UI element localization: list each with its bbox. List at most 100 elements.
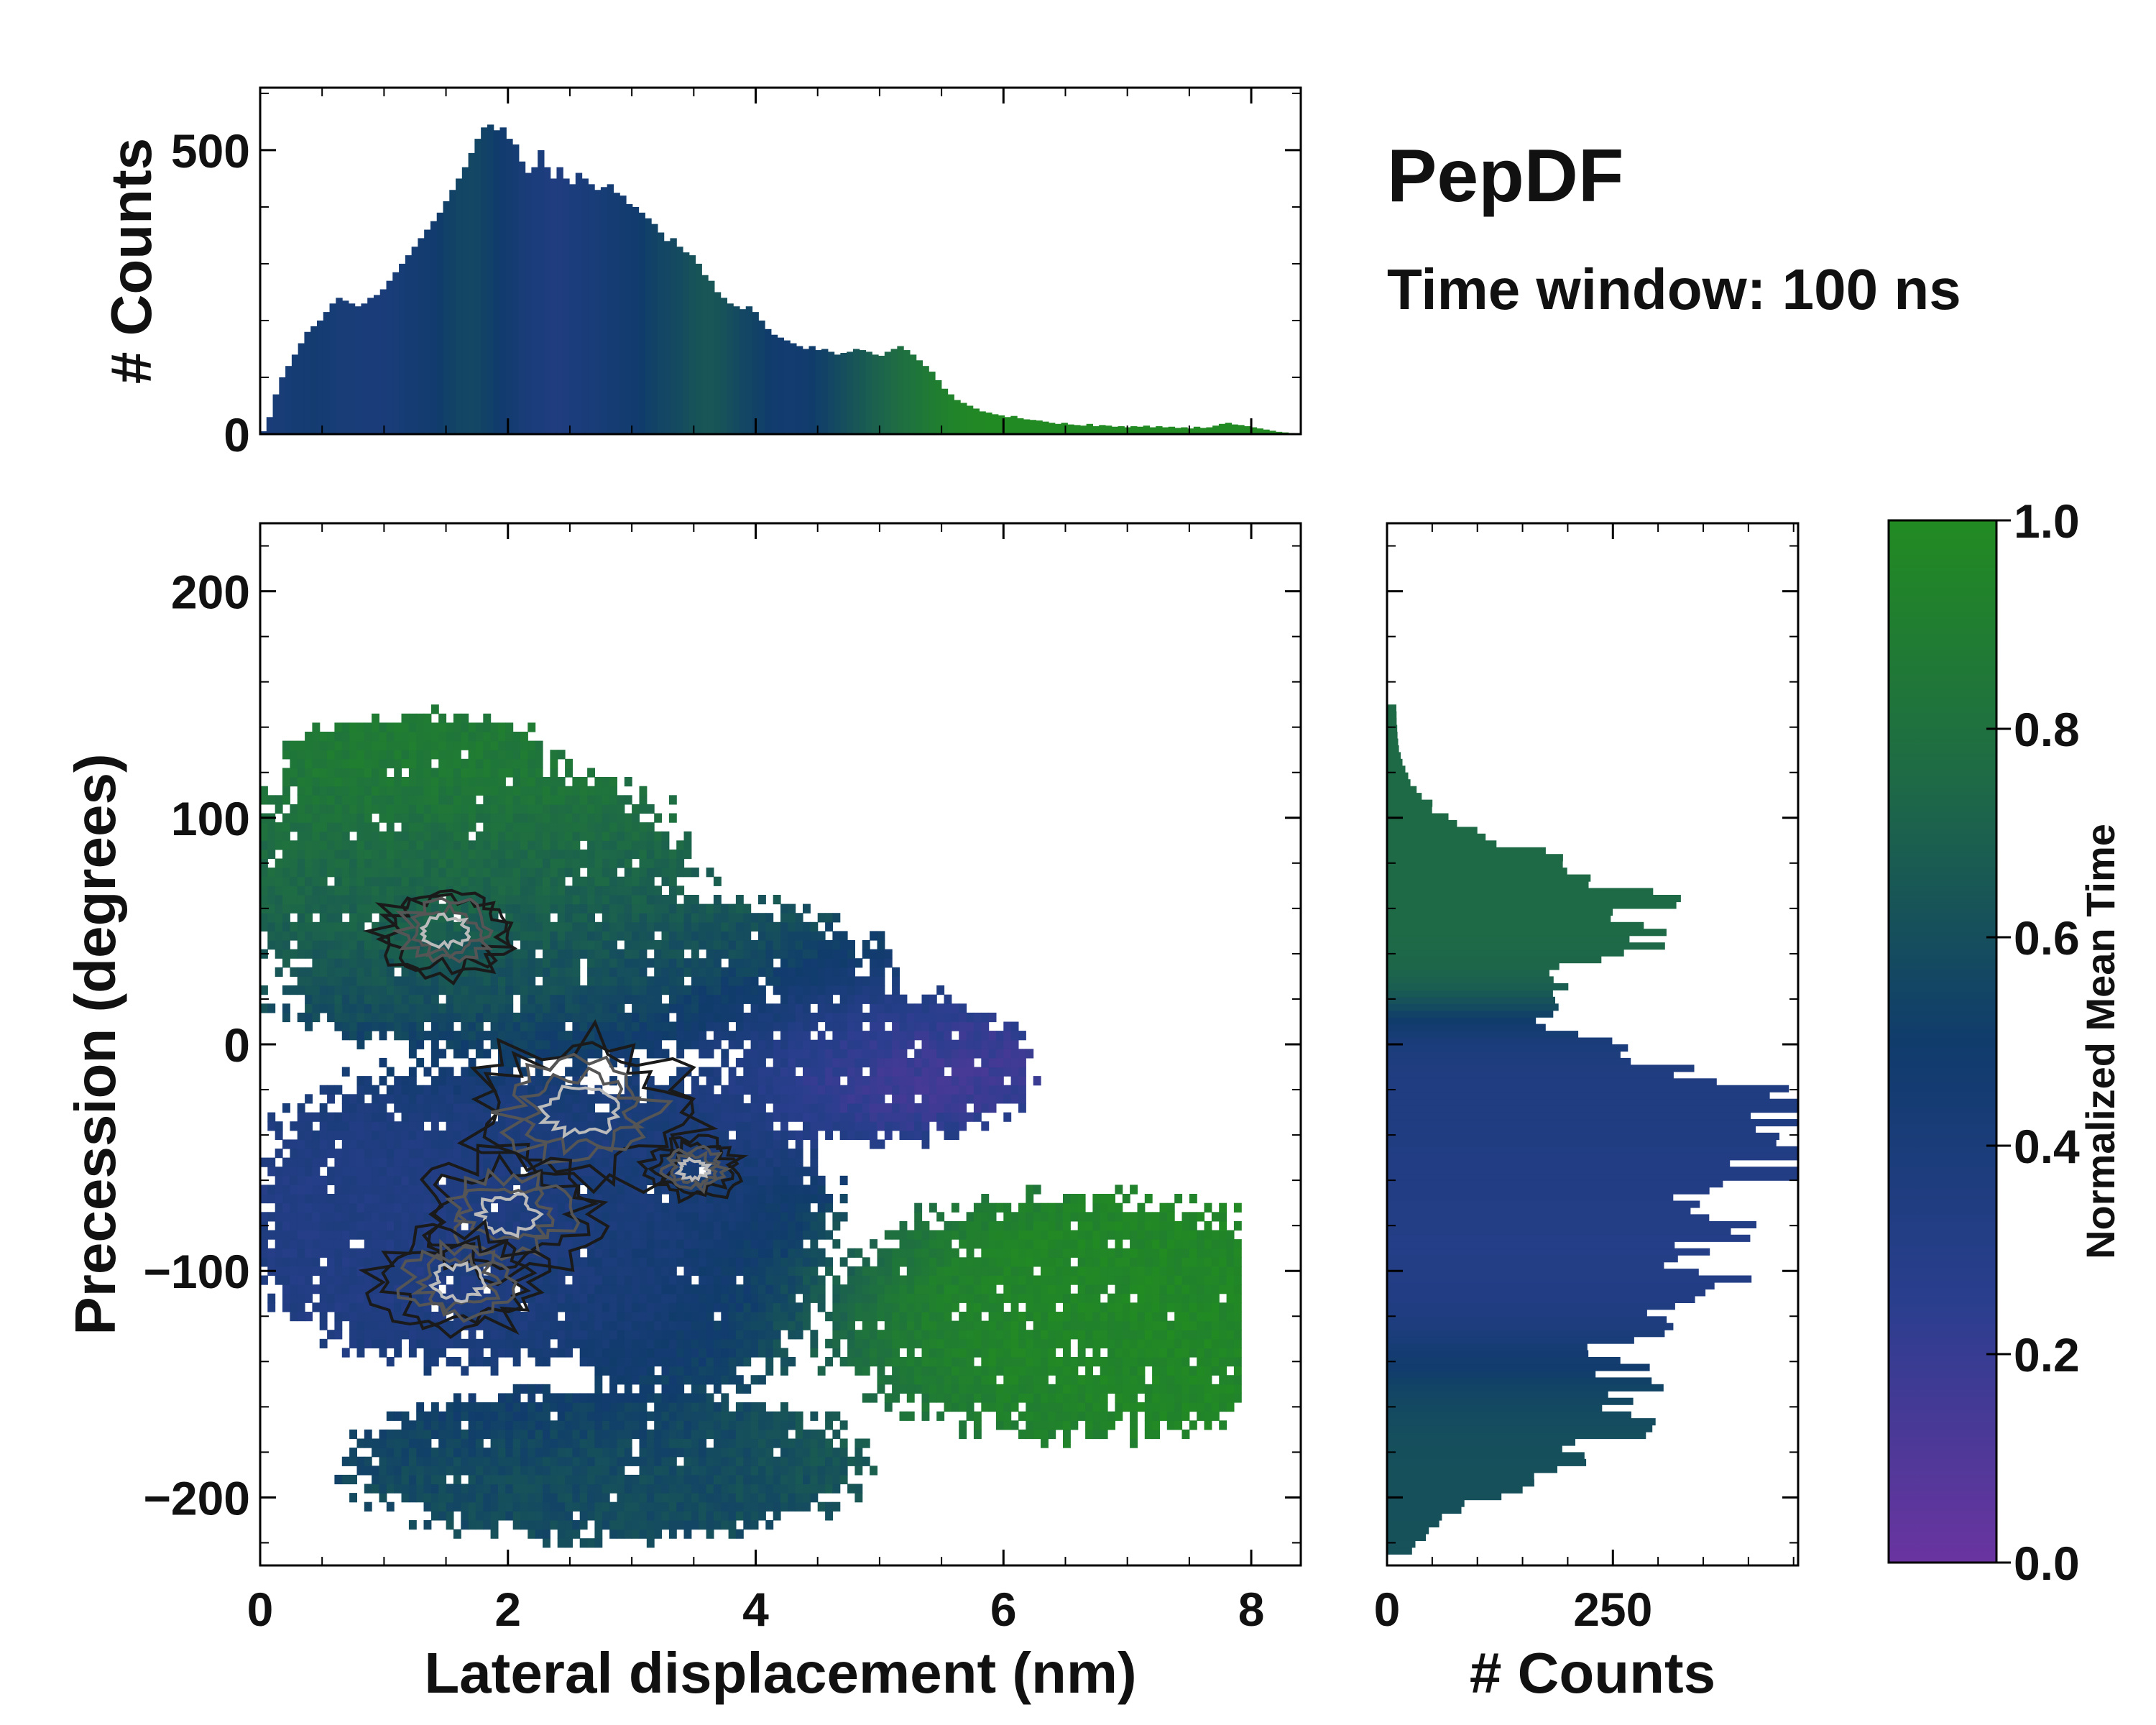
figure-title: PepDF	[1387, 134, 1623, 218]
heatmap-cell	[579, 1466, 588, 1476]
heatmap-cell	[557, 1411, 566, 1421]
heatmap-cell	[490, 1529, 499, 1539]
heatmap-cell	[334, 931, 343, 941]
heatmap-cell	[587, 1012, 595, 1023]
heatmap-cell	[691, 868, 699, 878]
heatmap-cell	[468, 1076, 476, 1086]
heatmap-cell	[543, 1474, 550, 1485]
heatmap-cell	[505, 1466, 514, 1476]
heatmap-cell	[372, 994, 379, 1004]
top-histogram-bar	[1054, 423, 1062, 434]
heatmap-cell	[446, 1511, 454, 1521]
heatmap-cell	[423, 1338, 432, 1348]
heatmap-cell	[512, 786, 521, 796]
heatmap-cell	[668, 921, 677, 932]
heatmap-cell	[416, 1039, 425, 1049]
heatmap-cell	[408, 1266, 417, 1276]
heatmap-cell	[654, 1375, 663, 1385]
heatmap-cell	[617, 976, 625, 986]
heatmap-cell	[572, 1411, 581, 1421]
heatmap-cell	[743, 1175, 752, 1185]
heatmap-cell	[706, 1330, 714, 1340]
heatmap-cell	[423, 1175, 432, 1185]
heatmap-cell	[394, 868, 402, 878]
heatmap-cell	[721, 1511, 729, 1521]
heatmap-cell	[312, 1248, 321, 1258]
heatmap-cell	[632, 1411, 640, 1421]
heatmap-cell	[319, 750, 328, 760]
heatmap-cell	[557, 1330, 566, 1340]
heatmap-cell	[334, 976, 343, 986]
heatmap-cell	[386, 1220, 395, 1231]
top-histogram-bar	[1074, 425, 1081, 434]
heatmap-cell	[602, 1501, 610, 1512]
heatmap-cell	[461, 1130, 469, 1140]
heatmap-cell	[490, 1230, 499, 1240]
heatmap-cell	[408, 931, 417, 941]
heatmap-cell	[594, 1239, 603, 1249]
heatmap-cell	[654, 868, 663, 878]
heatmap-cell	[713, 1293, 722, 1303]
heatmap-cell	[408, 849, 417, 860]
heatmap-cell	[446, 1076, 454, 1086]
heatmap-cell	[550, 994, 558, 1004]
heatmap-cell	[267, 822, 276, 832]
heatmap-cell	[505, 1275, 514, 1285]
heatmap-cell	[668, 1520, 677, 1530]
heatmap-cell	[319, 813, 328, 823]
heatmap-cell	[632, 1357, 640, 1367]
heatmap-cell	[668, 886, 677, 896]
heatmap-cell	[683, 1021, 692, 1031]
heatmap-cell	[639, 1393, 648, 1403]
heatmap-cell	[632, 940, 640, 950]
heatmap-cell	[408, 1257, 417, 1267]
heatmap-cell	[446, 1484, 454, 1494]
heatmap-cell	[602, 976, 610, 986]
heatmap-cell	[565, 786, 573, 796]
heatmap-cell	[401, 1493, 410, 1503]
heatmap-cell	[721, 1003, 729, 1013]
heatmap-cell	[735, 1194, 744, 1204]
heatmap-cell	[565, 1149, 573, 1159]
heatmap-cell	[617, 1266, 625, 1276]
heatmap-cell	[468, 958, 476, 968]
heatmap-cell	[683, 985, 692, 995]
heatmap-cell	[319, 831, 328, 841]
heatmap-cell	[609, 1429, 617, 1440]
heatmap-cell	[765, 1474, 774, 1485]
heatmap-cell	[267, 940, 276, 950]
heatmap-cell	[676, 1302, 685, 1312]
heatmap-cell	[468, 1021, 476, 1031]
heatmap-cell	[267, 1302, 276, 1312]
heatmap-cell	[505, 1438, 514, 1448]
heatmap-cell	[512, 886, 521, 896]
heatmap-cell	[602, 1393, 610, 1403]
top-histogram-bar	[329, 303, 336, 434]
heatmap-cell	[713, 1184, 722, 1195]
heatmap-cell	[520, 813, 528, 823]
heatmap-cell	[520, 1275, 528, 1285]
heatmap-cell	[602, 1257, 610, 1267]
heatmap-cell	[379, 1456, 387, 1466]
heatmap-cell	[713, 1284, 722, 1294]
heatmap-cell	[483, 831, 492, 841]
heatmap-cell	[646, 1248, 655, 1258]
heatmap-cell	[624, 1330, 632, 1340]
heatmap-cell	[743, 931, 752, 941]
heatmap-cell	[728, 913, 737, 923]
heatmap-cell	[512, 1466, 521, 1476]
heatmap-cell	[408, 777, 417, 787]
heatmap-cell	[646, 1139, 655, 1149]
heatmap-cell	[587, 1003, 595, 1013]
heatmap-cell	[468, 840, 476, 850]
heatmap-cell	[654, 921, 663, 932]
heatmap-cell	[468, 949, 476, 959]
heatmap-cell	[498, 768, 506, 778]
heatmap-cell	[430, 1039, 439, 1049]
heatmap-cell	[565, 940, 573, 950]
heatmap-cell	[372, 1112, 379, 1122]
heatmap-cell	[706, 1212, 714, 1222]
heatmap-cell	[550, 1194, 558, 1204]
heatmap-cell	[475, 1039, 484, 1049]
heatmap-cell	[394, 1202, 402, 1213]
